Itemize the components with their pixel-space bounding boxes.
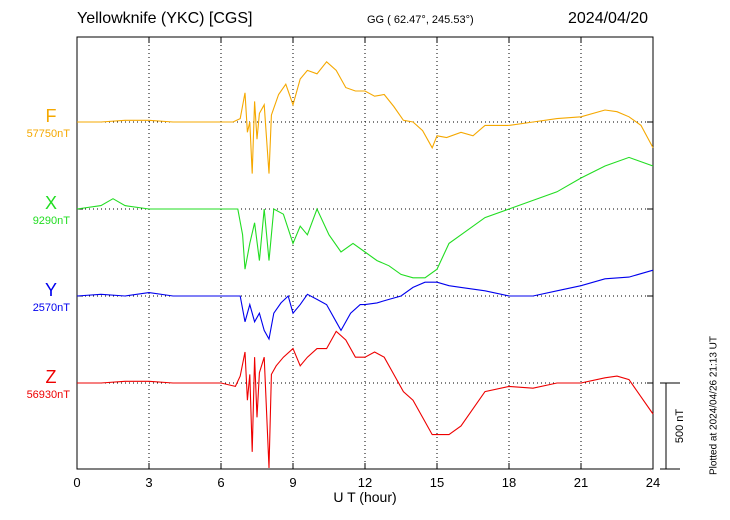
station-title: Yellowknife (YKC) [CGS] [77,10,253,27]
series-f-label: F [45,106,57,126]
series-z-label: Z [45,367,57,387]
geo-coordinates: GG ( 62.47°, 245.53°) [367,14,474,26]
x-tick-label: 0 [73,475,80,490]
x-tick-label: 15 [430,475,444,490]
x-tick-label: 3 [145,475,152,490]
scale-bar-label: 500 nT [674,409,686,444]
series-y-label: Y [44,280,57,300]
x-tick-label: 24 [646,475,660,490]
series-x-baseline: 9290nT [32,215,70,227]
x-axis-label: U T (hour) [333,489,396,505]
date-label: 2024/04/20 [568,10,649,27]
series-x-line [76,156,654,279]
series-f-baseline: 57750nT [26,128,70,140]
x-tick-label: 21 [574,475,588,490]
series-f-line [77,61,654,174]
series-y-baseline: 2570nT [32,302,70,314]
x-tick-label: 18 [502,475,516,490]
x-ticks: 0 3 6 9 12 15 18 21 24 [73,37,660,490]
x-tick-label: 6 [217,475,224,490]
series-x-label: X [44,193,57,213]
scale-bar: 500 nT [660,382,686,470]
series-z-line [77,330,654,469]
x-tick-label: 9 [289,475,296,490]
series-y-line [76,269,654,341]
trace-group [76,61,654,469]
series-z-baseline: 56930nT [26,389,70,401]
grid-lines [77,37,653,469]
x-tick-label: 12 [358,475,372,490]
